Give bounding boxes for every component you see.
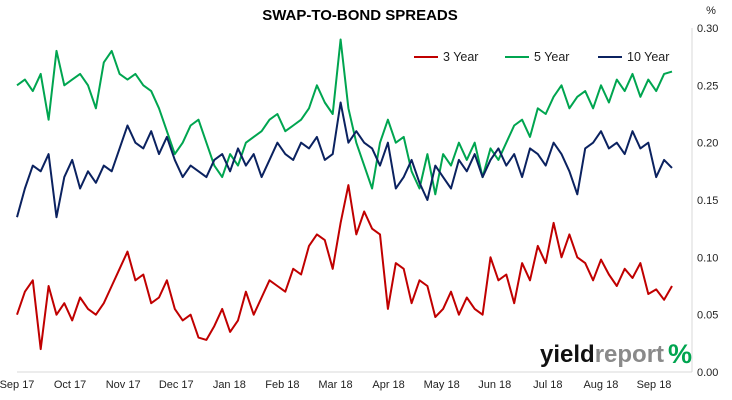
legend: 3 Year 5 Year 10 Year <box>414 50 669 64</box>
series-line-3-year <box>16 184 673 351</box>
x-tick-label: Jun 18 <box>478 379 511 391</box>
yieldreport-logo: yieldreport % <box>540 339 692 369</box>
x-tick-label: Mar 18 <box>318 379 352 391</box>
logo-text: yieldreport <box>540 341 664 368</box>
x-tick-label: Oct 17 <box>54 379 86 391</box>
logo-word-report: report <box>595 341 664 368</box>
x-axis-ticks: Sep 17 Oct 17 Nov 17 Dec 17 Jan 18 Feb 18 Mar … <box>0 379 671 391</box>
legend-label-5-year: 5 Year <box>534 50 569 64</box>
y-tick-label: 0.05 <box>697 310 718 322</box>
x-tick-label: Sep 17 <box>0 379 34 391</box>
series-line-10-year <box>16 101 673 219</box>
x-tick-label: Feb 18 <box>265 379 299 391</box>
x-tick-label: Aug 18 <box>583 379 618 391</box>
legend-label-3-year: 3 Year <box>443 50 478 64</box>
y-tick-label: 0.20 <box>697 138 718 150</box>
x-tick-label: May 18 <box>424 379 460 391</box>
y-tick-label: 0.00 <box>697 367 718 379</box>
legend-label-10-year: 10 Year <box>627 50 669 64</box>
series-line-5-year <box>16 38 673 196</box>
x-tick-label: Dec 17 <box>159 379 194 391</box>
x-tick-label: Jan 18 <box>213 379 246 391</box>
x-tick-label: Jul 18 <box>533 379 562 391</box>
y-axis-ticks: 0.00 0.05 0.10 0.15 0.20 0.25 0.30 <box>697 23 718 379</box>
logo-percent-symbol: % <box>668 339 692 369</box>
y-tick-label: 0.25 <box>697 80 718 92</box>
plot-area <box>16 38 673 351</box>
logo-word-yield: yield <box>540 341 595 368</box>
chart-title: SWAP-TO-BOND SPREADS <box>262 7 458 24</box>
y-tick-label: 0.10 <box>697 252 718 264</box>
y-tick-label: 0.30 <box>697 23 718 35</box>
x-tick-label: Apr 18 <box>372 379 404 391</box>
y-tick-label: 0.15 <box>697 195 718 207</box>
y-axis-unit: % <box>706 5 716 17</box>
x-tick-label: Nov 17 <box>106 379 141 391</box>
x-tick-label: Sep 18 <box>637 379 672 391</box>
